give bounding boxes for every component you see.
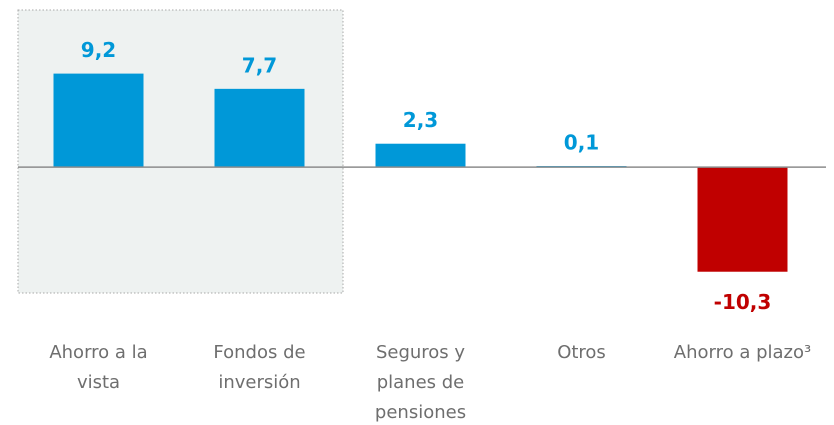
bar: [214, 88, 305, 168]
x-tick-label: Otros: [557, 342, 606, 363]
bar: [697, 167, 788, 272]
value-label: 0,1: [564, 131, 599, 155]
x-tick-label-line: Ahorro a plazo³: [674, 342, 811, 363]
x-tick-label-line: inversión: [218, 372, 300, 393]
value-label: 9,2: [81, 38, 116, 62]
value-label: 7,7: [242, 53, 277, 77]
x-tick-label-line: Otros: [557, 342, 606, 363]
x-tick-label-line: planes de: [377, 372, 465, 393]
bar: [375, 143, 466, 168]
value-label: -10,3: [714, 290, 772, 314]
x-tick-label-line: Fondos de: [213, 342, 305, 363]
x-tick-label-line: Seguros y: [376, 342, 465, 363]
x-tick-label: Fondos de inversión: [213, 342, 305, 393]
x-tick-label: Ahorro a plazo³: [674, 342, 811, 363]
x-tick-label-line: Ahorro a la: [49, 342, 147, 363]
bar: [53, 73, 144, 168]
x-tick-label-line: vista: [77, 372, 120, 393]
x-tick-label: Ahorro a la vista: [49, 342, 147, 393]
x-tick-label-line: pensiones: [375, 402, 466, 423]
x-tick-label: Seguros y planes de pensiones: [375, 342, 466, 423]
value-label: 2,3: [403, 108, 438, 132]
